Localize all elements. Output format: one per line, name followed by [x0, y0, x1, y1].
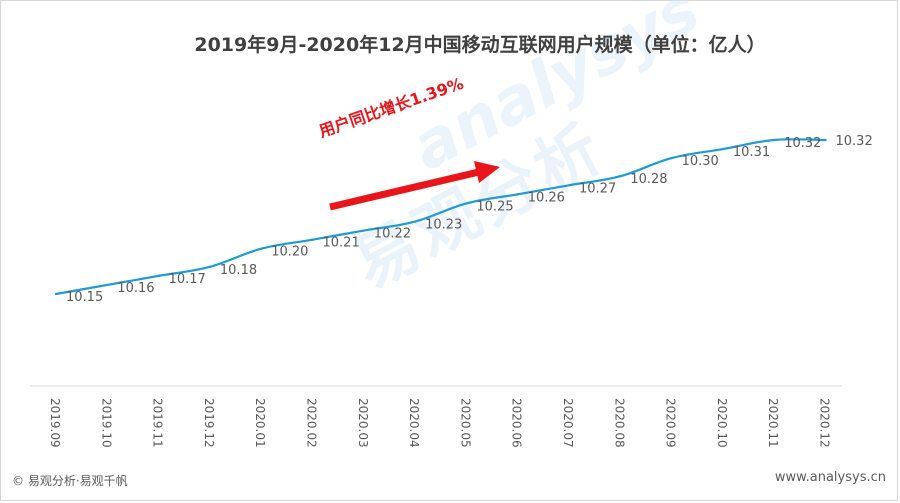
data-point — [824, 138, 827, 142]
x-tick-label: 2019.09 — [48, 398, 62, 448]
x-tick-label: 2019.12 — [202, 398, 216, 448]
x-tick-label: 2020.07 — [561, 398, 575, 448]
x-tick-label: 2020.09 — [664, 398, 678, 448]
x-tick-label: 2020.10 — [715, 398, 729, 448]
data-point — [106, 283, 109, 287]
data-label: 10.31 — [733, 145, 770, 160]
data-point — [157, 274, 160, 278]
x-tick-label: 2020.11 — [766, 398, 780, 448]
data-point — [54, 292, 58, 296]
data-label: 10.28 — [630, 172, 667, 187]
data-point — [413, 220, 417, 223]
x-tick-label: 2020.05 — [458, 398, 472, 448]
x-tick-label: 2020.01 — [253, 398, 267, 448]
data-label: 10.25 — [476, 199, 513, 214]
data-point — [670, 156, 673, 160]
series-line — [55, 138, 826, 296]
data-label: 10.17 — [169, 272, 206, 287]
x-tick-label: 2020.06 — [510, 398, 524, 448]
data-point — [362, 229, 365, 232]
x-tick-label: 2020.03 — [356, 398, 370, 448]
data-label: 10.20 — [271, 245, 308, 260]
data-label: 10.18 — [220, 263, 257, 278]
data-point — [619, 175, 622, 178]
data-label: 10.32 — [784, 136, 821, 151]
data-label: 10.30 — [682, 154, 719, 169]
data-point — [311, 238, 314, 241]
footer-copyright: © 易观分析·易观千帆 — [12, 474, 128, 488]
data-label: 10.26 — [528, 190, 565, 205]
x-tick-label: 2020.12 — [818, 398, 832, 448]
data-point — [567, 184, 571, 187]
data-label: 10.27 — [579, 181, 616, 196]
x-tick-label: 2019.11 — [151, 398, 165, 448]
data-point — [208, 265, 212, 269]
data-label: 10.23 — [425, 218, 462, 233]
footer-website: www.analysys.cn — [774, 470, 886, 485]
data-label: 10.22 — [374, 227, 411, 242]
data-label: 10.32 — [836, 134, 873, 149]
x-tick-label: 2020.08 — [612, 398, 626, 448]
growth-arrow-shaft — [329, 168, 479, 211]
data-point — [260, 247, 263, 250]
x-tick-label: 2020.04 — [407, 398, 421, 448]
data-point — [465, 202, 468, 205]
data-point — [773, 138, 776, 142]
growth-arrow-head — [474, 161, 500, 183]
chart-title: 2019年9月-2020年12月中国移动互联网用户规模（单位：亿人） — [194, 34, 766, 56]
data-point — [721, 147, 725, 151]
x-tick-label: 2019.10 — [99, 398, 113, 448]
data-point — [516, 193, 519, 196]
data-label: 10.15 — [66, 290, 103, 305]
data-label: 10.16 — [117, 281, 154, 296]
data-label: 10.21 — [323, 236, 360, 251]
x-tick-label: 2020.02 — [305, 398, 319, 448]
